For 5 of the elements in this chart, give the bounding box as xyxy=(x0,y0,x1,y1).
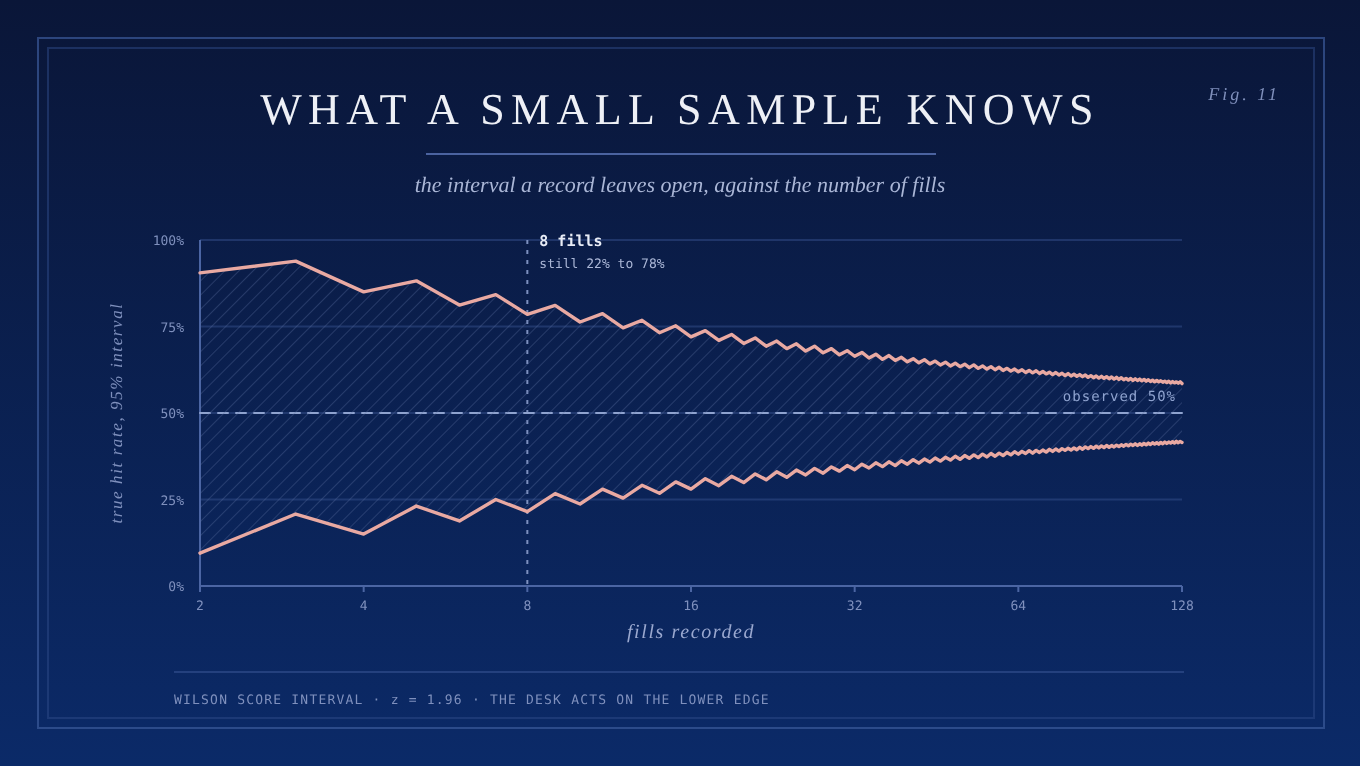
chart-subtitle: the interval a record leaves open, against the number of fills xyxy=(414,174,946,198)
chart-title: WHAT A SMALL SAMPLE KNOWS xyxy=(260,84,1100,134)
x-axis-title: fills recorded xyxy=(626,622,756,644)
caption: Fig. 11 xyxy=(1206,84,1280,104)
y-axis-title: true hit rate, 95% interval xyxy=(106,302,126,524)
